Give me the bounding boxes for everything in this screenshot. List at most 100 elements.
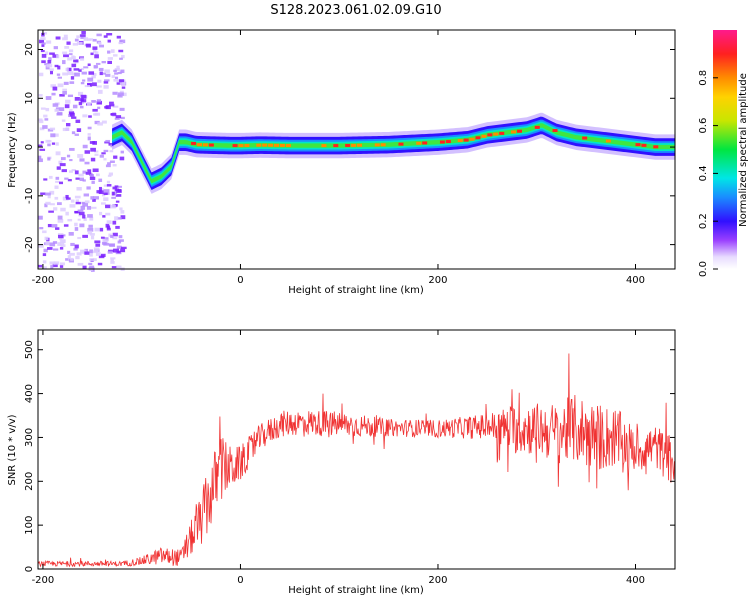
noise-speckle: [65, 127, 70, 131]
ridge-peak: [475, 136, 481, 140]
noise-speckle: [98, 178, 103, 182]
noise-speckle: [101, 61, 106, 64]
noise-speckle: [92, 46, 98, 50]
noise-speckle: [109, 103, 115, 107]
noise-speckle: [111, 196, 116, 199]
noise-speckle: [117, 217, 122, 220]
noise-speckle: [55, 227, 60, 230]
noise-speckle: [49, 68, 54, 72]
noise-speckle: [82, 179, 86, 182]
noise-speckle: [58, 160, 63, 165]
noise-speckle: [74, 133, 79, 136]
noise-speckle: [62, 37, 68, 41]
noise-speckle: [118, 188, 122, 193]
noise-speckle: [43, 114, 48, 118]
noise-speckle: [59, 262, 65, 266]
noise-speckle: [115, 115, 122, 119]
noise-speckle: [107, 174, 112, 177]
noise-speckle: [41, 42, 46, 45]
noise-speckle: [121, 92, 127, 97]
spectrogram-panel: -200 0 200 400 -20 -10 0 10 20 Height of straig…: [7, 29, 676, 296]
noise-speckle: [69, 159, 73, 162]
noise-speckle: [60, 207, 66, 212]
noise-speckle: [59, 247, 64, 250]
noise-speckle: [89, 253, 93, 257]
noise-speckle: [90, 196, 94, 200]
noise-speckle: [104, 237, 109, 242]
noise-speckle: [101, 152, 106, 155]
noise-speckle: [82, 170, 87, 174]
noise-speckle: [70, 257, 74, 261]
noise-speckle: [114, 117, 120, 120]
noise-speckle: [74, 96, 80, 101]
noise-speckle: [56, 166, 61, 170]
noise-speckle: [108, 142, 113, 146]
noise-speckle: [74, 72, 80, 77]
noise-speckle: [49, 242, 56, 247]
y-tick-label: 200: [24, 472, 35, 491]
noise-speckle: [119, 57, 123, 60]
snr-line: [37, 353, 675, 568]
noise-speckle: [107, 39, 111, 43]
noise-speckle: [96, 99, 102, 103]
noise-speckle: [100, 202, 106, 205]
y-tick-label: 100: [24, 516, 35, 535]
noise-speckle: [70, 199, 75, 203]
noise-speckle: [39, 227, 44, 230]
noise-speckle: [81, 201, 86, 204]
noise-speckle: [93, 247, 100, 251]
noise-speckle: [111, 75, 115, 78]
noise-speckle: [39, 39, 44, 44]
noise-speckle: [97, 89, 103, 94]
y-tick-label: -20: [24, 236, 35, 252]
noise-speckle: [82, 202, 89, 207]
noise-speckle: [45, 96, 52, 100]
noise-speckle: [68, 232, 74, 236]
noise-speckle: [44, 192, 51, 196]
noise-speckle: [106, 227, 111, 231]
noise-speckle: [69, 109, 73, 112]
ridge-peak: [511, 130, 517, 134]
noise-speckle: [116, 245, 122, 249]
noise-speckle: [100, 253, 106, 258]
ridge-peak: [481, 134, 487, 138]
noise-speckle: [59, 107, 65, 112]
noise-speckle: [86, 186, 91, 190]
ridge-peak: [232, 144, 238, 148]
noise-speckle: [40, 107, 46, 110]
noise-speckle: [47, 60, 52, 64]
noise-speckle: [78, 101, 83, 106]
noise-speckle: [87, 83, 92, 86]
noise-speckle: [79, 158, 85, 162]
noise-speckle: [105, 212, 111, 216]
noise-speckle: [80, 57, 85, 61]
noise-speckle: [62, 88, 68, 91]
noise-speckle: [96, 33, 102, 37]
noise-speckle: [105, 73, 111, 77]
noise-speckle: [74, 210, 79, 214]
noise-speckle: [69, 252, 75, 256]
noise-speckle: [96, 173, 100, 177]
noise-speckle: [93, 49, 97, 53]
noise-speckle: [50, 84, 56, 88]
noise-speckle: [43, 266, 47, 269]
noise-speckle: [114, 188, 120, 192]
noise-speckle: [113, 78, 119, 82]
ridge-peak: [208, 143, 214, 147]
noise-speckle: [105, 204, 111, 209]
noise-speckle: [65, 67, 69, 72]
noise-speckle: [77, 218, 81, 221]
ridge-peak: [262, 143, 268, 147]
noise-speckle: [65, 99, 71, 104]
noise-speckle: [120, 215, 126, 220]
noise-speckle: [41, 60, 46, 64]
noise-speckle: [46, 202, 50, 205]
noise-speckle: [112, 232, 118, 237]
noise-speckle: [74, 38, 79, 42]
ridge-peak: [416, 141, 422, 145]
noise-speckle: [65, 197, 71, 200]
noise-speckle: [90, 157, 96, 162]
noise-speckle: [121, 54, 125, 59]
noise-speckle: [45, 65, 50, 70]
snr-x-label: Height of straight line (km): [288, 585, 424, 596]
